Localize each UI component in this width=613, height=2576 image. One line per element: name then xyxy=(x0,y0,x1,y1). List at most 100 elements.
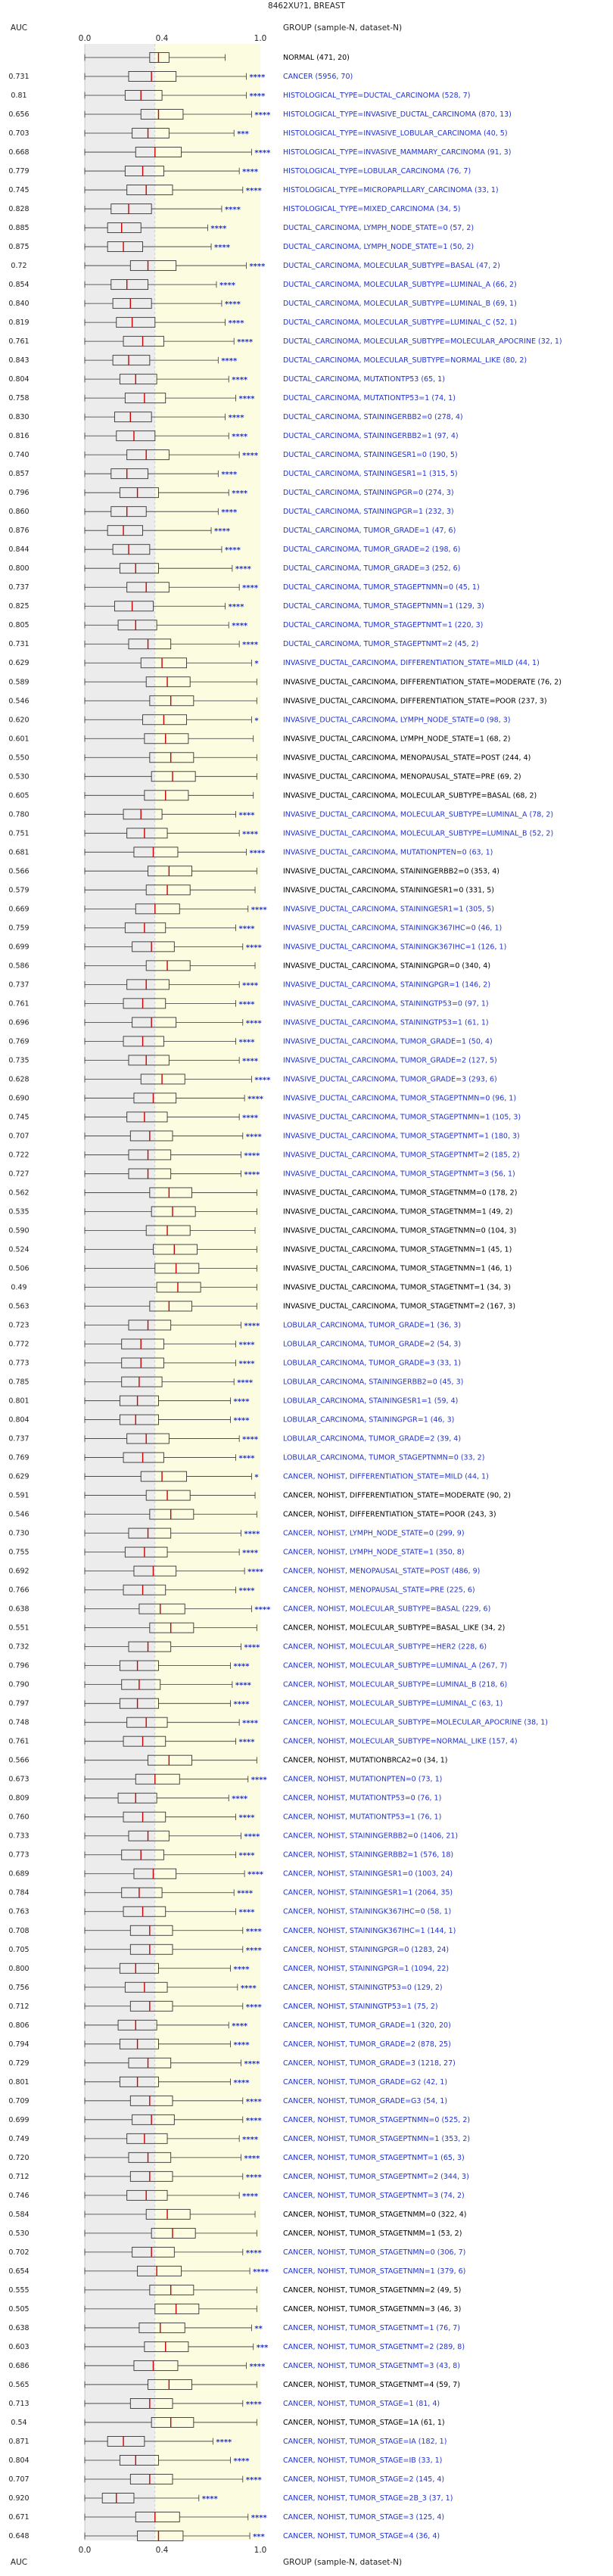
data-row: 0.760 **** CANCER, NOHIST, MUTATIONTP53=1 … xyxy=(8,1811,441,1822)
data-row: 0.756 **** CANCER, NOHIST, STAININGTP53=0 … xyxy=(8,1981,443,1993)
data-row: 0.589 INVASIVE_DUCTAL_CARCINOMA, DIFFEREN… xyxy=(8,676,562,688)
auc-label: 0.550 xyxy=(8,754,29,762)
iqr-box xyxy=(119,1962,159,1974)
group-label: INVASIVE_DUCTAL_CARCINOMA, DIFFERENTIATI… xyxy=(283,678,562,686)
group-label: LOBULAR_CARCINOMA, STAININGESR1=1 (59, 4… xyxy=(283,1397,458,1406)
iqr-box xyxy=(135,2512,180,2522)
iqr-box xyxy=(144,2341,189,2352)
auc-label: 0.755 xyxy=(8,1549,29,1557)
group-label: INVASIVE_DUCTAL_CARCINOMA, STAININGPGR=1… xyxy=(283,980,490,989)
auc-label: 0.756 xyxy=(8,1984,29,1992)
data-row: 0.720 **** CANCER, NOHIST, TUMOR_STAGEPTNM… xyxy=(8,2152,465,2163)
iqr-box xyxy=(124,1981,168,1993)
auc-label: 0.705 xyxy=(8,1946,29,1954)
auc-label: 0.790 xyxy=(8,1681,29,1689)
group-label: HISTOLOGICAL_TYPE=INVASIVE_MAMMARY_CARCI… xyxy=(283,148,511,157)
auc-label: 0.565 xyxy=(8,2381,29,2389)
auc-label: 0.773 xyxy=(8,1851,29,1860)
significance-label: **** xyxy=(254,149,271,157)
iqr-box xyxy=(124,1546,168,1558)
data-row: 0.705 **** CANCER, NOHIST, STAININGPGR=0 (… xyxy=(8,1944,449,1955)
rows: NORMAL (471, 20)0.731 **** CANCER (5956, 7… xyxy=(8,52,562,2541)
group-label: INVASIVE_DUCTAL_CARCINOMA, STAININGERBB2… xyxy=(283,867,499,875)
auc-label: 0.840 xyxy=(8,300,29,308)
auc-label: 0.854 xyxy=(8,281,29,289)
auc-label: 0.699 xyxy=(8,943,29,951)
significance-label: **** xyxy=(242,452,259,460)
data-row: 0.745 **** HISTOLOGICAL_TYPE=MICROPAPILLAR… xyxy=(8,185,499,195)
data-row: 0.796 **** CANCER, NOHIST, MOLECULAR_SUBTY… xyxy=(8,1660,507,1671)
data-row: 0.584 CANCER, NOHIST, TUMOR_STAGETNMM=0 (… xyxy=(8,2208,466,2220)
data-row: 0.801 **** CANCER, NOHIST, TUMOR_GRADE=G2 … xyxy=(8,2076,447,2087)
iqr-box xyxy=(129,260,177,272)
auc-label: 0.784 xyxy=(8,1889,29,1897)
significance-label: **** xyxy=(242,1436,259,1444)
auc-label: 0.745 xyxy=(8,186,29,194)
data-row: 0.656 **** HISTOLOGICAL_TYPE=INVASIVE_DUCT… xyxy=(8,109,512,120)
data-row: 0.530 INVASIVE_DUCTAL_CARCINOMA, MENOPAUS… xyxy=(8,771,521,782)
auc-label: 0.692 xyxy=(8,1568,29,1576)
data-row: 0.806 **** CANCER, NOHIST, TUMOR_GRADE=1 (… xyxy=(8,2019,451,2031)
group-label: CANCER, NOHIST, LYMPH_NODE_STATE=0 (299,… xyxy=(283,1530,465,1538)
group-label: INVASIVE_DUCTAL_CARCINOMA, TUMOR_STAGETN… xyxy=(283,1264,512,1272)
data-row: 0.876 **** DUCTAL_CARCINOMA, TUMOR_GRADE=1… xyxy=(8,525,456,536)
iqr-box xyxy=(110,468,148,480)
auc-label: 0.723 xyxy=(8,1322,29,1330)
significance-label: **** xyxy=(239,395,256,403)
iqr-box xyxy=(135,147,182,157)
auc-label: 0.796 xyxy=(8,1662,29,1670)
group-label: CANCER, NOHIST, TUMOR_STAGEPTNMN=0 (525,… xyxy=(283,2116,470,2124)
data-row: 0.790 **** CANCER, NOHIST, MOLECULAR_SUBTY… xyxy=(8,1679,507,1690)
iqr-box xyxy=(129,1925,173,1936)
auc-label: 0.629 xyxy=(8,659,29,667)
iqr-box xyxy=(129,2170,173,2182)
auc-label: 0.555 xyxy=(8,2286,29,2295)
significance-label: **** xyxy=(232,622,248,630)
group-label: LOBULAR_CARCINOMA, TUMOR_GRADE=1 (36, 3) xyxy=(283,1322,461,1330)
group-label: DUCTAL_CARCINOMA, STAININGPGR=0 (274, 3) xyxy=(283,489,454,497)
iqr-box xyxy=(145,1490,191,1501)
significance-label: **** xyxy=(246,1928,263,1936)
auc-label: 0.804 xyxy=(8,2456,29,2465)
auc-label: 0.591 xyxy=(8,1492,29,1500)
group-label: CANCER, NOHIST, TUMOR_STAGEPTNMT=3 (74, … xyxy=(283,2192,465,2200)
iqr-box xyxy=(117,2019,157,2031)
group-label: CANCER, NOHIST, MOLECULAR_SUBTYPE=LUMINA… xyxy=(283,1662,507,1670)
significance-label: **** xyxy=(210,225,227,233)
group-label: DUCTAL_CARCINOMA, LYMPH_NODE_STATE=1 (50… xyxy=(283,243,474,251)
auc-label: 0.551 xyxy=(8,1624,29,1633)
group-label: CANCER, NOHIST, STAININGESR1=0 (1003, 24… xyxy=(283,1870,453,1878)
group-label: CANCER, NOHIST, LYMPH_NODE_STATE=1 (350,… xyxy=(283,1549,465,1557)
data-row: 0.686 **** CANCER, NOHIST, TUMOR_STAGETNMT… xyxy=(8,2360,460,2371)
auc-label: 0.797 xyxy=(8,1700,29,1708)
data-row: 0.805 **** DUCTAL_CARCINOMA, TUMOR_STAGEPT… xyxy=(8,620,483,630)
significance-label: **** xyxy=(246,943,263,952)
auc-label: 0.563 xyxy=(8,1303,29,1311)
group-label: CANCER, NOHIST, TUMOR_STAGETNMN=1 (379, … xyxy=(283,2267,465,2276)
significance-label: **** xyxy=(234,1701,250,1709)
data-row: 0.579 INVASIVE_DUCTAL_CARCINOMA, STAINING… xyxy=(8,884,494,896)
iqr-box xyxy=(110,204,152,215)
iqr-box xyxy=(149,1622,194,1633)
auc-label: 0.780 xyxy=(8,810,29,819)
group-label: INVASIVE_DUCTAL_CARCINOMA, DIFFERENTIATI… xyxy=(283,659,540,667)
data-row: 0.713 **** CANCER, NOHIST, TUMOR_STAGE=1 (… xyxy=(8,2397,440,2409)
significance-label: **** xyxy=(244,1644,260,1652)
data-row: 0.809 **** CANCER, NOHIST, MUTATIONTP53=0 … xyxy=(8,1792,441,1804)
iqr-box xyxy=(124,166,164,176)
significance-label: **** xyxy=(246,2476,263,2484)
iqr-box xyxy=(126,828,168,839)
significance-label: **** xyxy=(234,1965,250,1974)
iqr-box xyxy=(149,1300,192,1312)
significance-label: **** xyxy=(232,433,248,441)
auc-label: 0.720 xyxy=(8,2154,29,2162)
auc-label: 0.825 xyxy=(8,602,29,611)
group-label: INVASIVE_DUCTAL_CARCINOMA, MENOPAUSAL_ST… xyxy=(283,772,521,781)
x-tick-label-bottom-0: 0.0 xyxy=(79,2546,92,2555)
iqr-box xyxy=(126,1111,168,1123)
data-row: 0.796 **** DUCTAL_CARCINOMA, STAININGPGR=0… xyxy=(8,487,454,498)
data-row: 0.749 **** CANCER, NOHIST, TUMOR_STAGEPTNM… xyxy=(8,2133,470,2144)
significance-label: **** xyxy=(244,1322,260,1331)
iqr-box xyxy=(119,1698,159,1709)
data-row: 0.800 **** CANCER, NOHIST, STAININGPGR=1 (… xyxy=(8,1962,449,1974)
